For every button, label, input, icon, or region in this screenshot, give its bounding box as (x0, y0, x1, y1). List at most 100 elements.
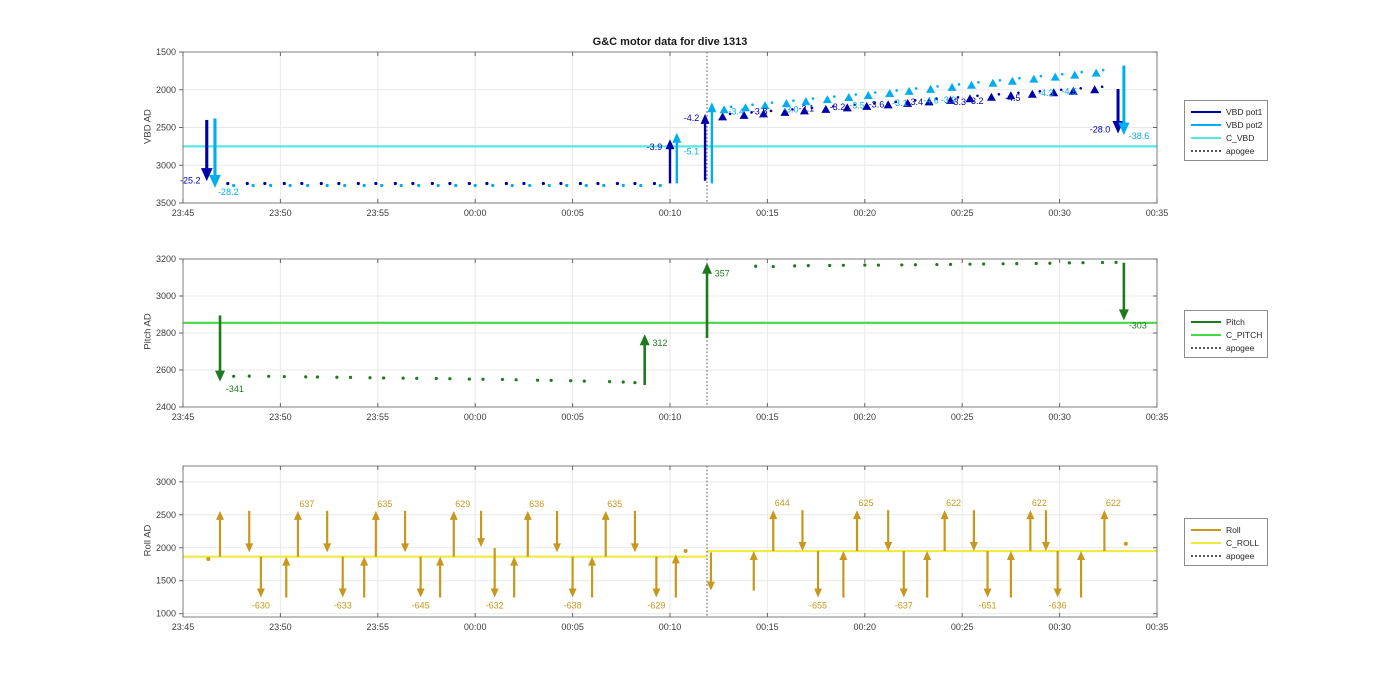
svg-text:00:00: 00:00 (464, 622, 487, 632)
svg-text:622: 622 (1106, 498, 1121, 508)
svg-text:-632: -632 (486, 601, 504, 611)
svg-text:00:10: 00:10 (659, 208, 682, 218)
c-vbd-line-sample (1191, 136, 1221, 139)
svg-text:-3.3: -3.3 (951, 97, 967, 107)
svg-text:-38.6: -38.6 (1129, 131, 1150, 141)
svg-text:00:10: 00:10 (659, 412, 682, 422)
svg-text:-25.2: -25.2 (180, 176, 201, 186)
pitch-chart: 23:45 23:50 23:55 00:00 00:05 00:10 00:15 00:20… (156, 254, 1168, 422)
svg-text:23:45: 23:45 (172, 412, 195, 422)
svg-text:3000: 3000 (156, 291, 176, 301)
c-roll-line-sample (1191, 541, 1221, 544)
svg-text:00:10: 00:10 (659, 622, 682, 632)
svg-text:-5.1: -5.1 (684, 146, 700, 156)
legend-item: apogee (1191, 549, 1261, 562)
svg-text:00:30: 00:30 (1048, 412, 1071, 422)
legend-label: apogee (1226, 145, 1255, 156)
legend-item: C_PITCH (1191, 328, 1263, 341)
pitch-legend: Pitch C_PITCH apogee (1184, 310, 1268, 358)
svg-text:00:20: 00:20 (854, 208, 877, 218)
svg-text:636: 636 (529, 499, 544, 509)
svg-text:629: 629 (455, 499, 470, 509)
vbd-legend: VBD pot1 VBD pot2 C_VBD apogee (1184, 100, 1268, 161)
roll-chart: 23:45 23:50 23:55 00:00 00:05 00:10 00:15 00:20… (156, 465, 1168, 632)
legend-label: Pitch (1226, 316, 1245, 327)
svg-text:-3.6: -3.6 (869, 99, 885, 109)
vbd-pot2-line-sample (1191, 123, 1221, 126)
svg-text:2500: 2500 (156, 123, 176, 133)
svg-text:2500: 2500 (156, 510, 176, 520)
svg-text:-633: -633 (334, 601, 352, 611)
svg-text:312: 312 (652, 338, 667, 348)
svg-text:-3.1: -3.1 (892, 98, 908, 108)
svg-text:23:45: 23:45 (172, 622, 195, 632)
svg-text:-3.4: -3.4 (908, 97, 924, 107)
svg-text:-28.2: -28.2 (218, 187, 239, 197)
svg-text:00:25: 00:25 (951, 412, 974, 422)
svg-text:3000: 3000 (156, 160, 176, 170)
svg-text:00:00: 00:00 (464, 208, 487, 218)
legend-item: VBD pot2 (1191, 118, 1262, 131)
svg-text:00:35: 00:35 (1146, 412, 1169, 422)
legend-item: C_ROLL (1191, 536, 1261, 549)
svg-text:1500: 1500 (156, 576, 176, 586)
legend-item: C_VBD (1191, 131, 1261, 144)
svg-text:622: 622 (1032, 498, 1047, 508)
svg-text:2000: 2000 (156, 85, 176, 95)
svg-text:-303: -303 (1129, 320, 1147, 330)
svg-text:00:15: 00:15 (756, 412, 779, 422)
svg-text:00:35: 00:35 (1146, 208, 1169, 218)
svg-text:622: 622 (946, 498, 961, 508)
svg-text:-4.2: -4.2 (684, 113, 700, 123)
svg-text:-341: -341 (226, 384, 244, 394)
svg-text:00:15: 00:15 (756, 622, 779, 632)
svg-text:23:55: 23:55 (367, 208, 390, 218)
legend-item: Roll (1191, 523, 1261, 536)
roll-y-axis-label: Roll AD (142, 524, 154, 556)
svg-text:00:15: 00:15 (756, 208, 779, 218)
svg-text:1000: 1000 (156, 609, 176, 619)
svg-text:3000: 3000 (156, 477, 176, 487)
svg-text:-3.4: -3.4 (728, 107, 744, 117)
svg-text:00:00: 00:00 (464, 412, 487, 422)
svg-text:00:20: 00:20 (854, 622, 877, 632)
svg-text:635: 635 (377, 499, 392, 509)
svg-text:644: 644 (775, 498, 790, 508)
svg-text:00:20: 00:20 (854, 412, 877, 422)
svg-text:23:50: 23:50 (269, 412, 292, 422)
svg-text:-3.9: -3.9 (941, 95, 957, 105)
pitch-line-sample (1191, 320, 1221, 323)
svg-text:635: 635 (607, 499, 622, 509)
svg-text:-3.1: -3.1 (799, 103, 815, 113)
apogee-line-sample (1191, 554, 1221, 557)
svg-text:00:05: 00:05 (561, 208, 584, 218)
svg-text:-651: -651 (979, 601, 997, 611)
legend-item: VBD pot1 (1191, 105, 1263, 118)
vbd-pot1-line-sample (1191, 110, 1221, 113)
legend-label: C_PITCH (1226, 329, 1263, 340)
svg-text:-630: -630 (252, 601, 270, 611)
svg-text:00:30: 00:30 (1048, 208, 1071, 218)
svg-text:-655: -655 (809, 601, 827, 611)
svg-text:-3.5: -3.5 (849, 101, 865, 111)
legend-label: apogee (1226, 342, 1255, 353)
pitch-y-axis-label: Pitch AD (142, 313, 154, 350)
legend-label: Roll (1226, 524, 1241, 535)
svg-text:-638: -638 (564, 601, 582, 611)
svg-text:625: 625 (859, 498, 874, 508)
svg-text:-645: -645 (412, 601, 430, 611)
svg-text:-636: -636 (1049, 601, 1067, 611)
svg-text:-3.0: -3.0 (783, 104, 799, 114)
svg-text:-4.3: -4.3 (1038, 88, 1054, 98)
vbd-chart: 23:45 23:50 23:55 00:00 00:05 00:10 00:15 00:20… (156, 47, 1168, 218)
legend-label: VBD pot1 (1226, 106, 1263, 117)
legend-item: apogee (1191, 341, 1261, 354)
c-pitch-line-sample (1191, 333, 1221, 336)
apogee-line-sample (1191, 346, 1221, 349)
svg-text:00:25: 00:25 (951, 622, 974, 632)
legend-label: C_VBD (1226, 132, 1255, 143)
svg-text:23:50: 23:50 (269, 208, 292, 218)
svg-text:00:25: 00:25 (951, 208, 974, 218)
